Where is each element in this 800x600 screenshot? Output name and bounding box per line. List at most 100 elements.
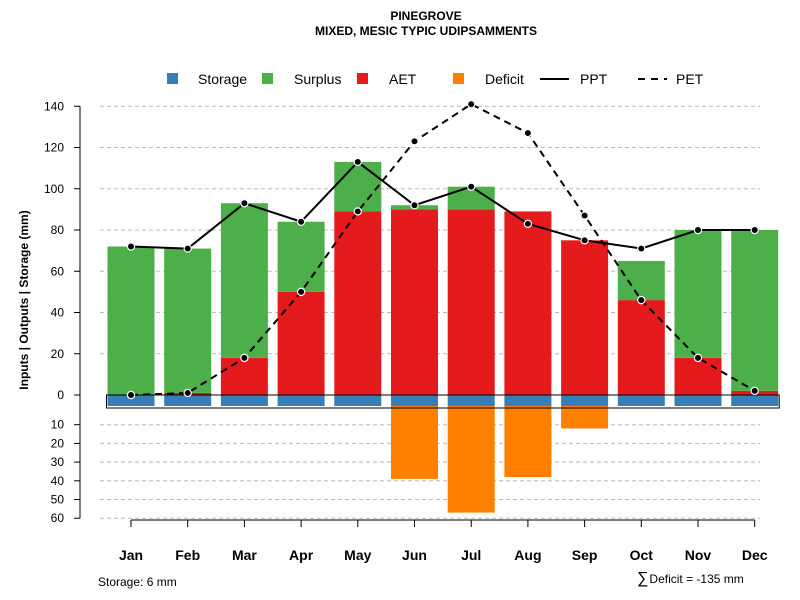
deficit-bar-jun	[391, 406, 438, 479]
y-tick-label-upper-60: 60	[51, 264, 65, 278]
x-tick-label-jun: Jun	[402, 547, 427, 563]
aet-bar-may	[334, 211, 382, 395]
x-tick-label-oct: Oct	[630, 547, 654, 563]
pet-point-feb	[183, 388, 192, 398]
deficit-text: Deficit = -135 mm	[649, 572, 744, 586]
pet-point-may	[353, 207, 362, 216]
y-axis-label: Inputs | Outputs | Storage (mm)	[17, 210, 31, 389]
y-tick-label-lower-50: 50	[51, 493, 65, 507]
pet-point-oct	[637, 295, 646, 305]
x-tick-label-jul: Jul	[461, 547, 481, 563]
y-tick-label-lower-10: 10	[51, 418, 65, 432]
y-tick-label-lower-60: 60	[51, 511, 65, 525]
pet-point-dec	[750, 386, 759, 396]
ppt-point-jan	[126, 242, 136, 251]
storage-bar-jul	[447, 395, 495, 406]
aet-bar-nov	[674, 357, 722, 395]
pet-point-mar	[240, 353, 249, 363]
storage-bar-oct	[617, 395, 665, 406]
legend-swatch-storage	[167, 73, 178, 84]
y-tick-label-lower-20: 20	[51, 436, 65, 450]
deficit-bar-aug	[504, 406, 552, 478]
surplus-bar-dec	[731, 230, 779, 391]
sigma-symbol: ∑	[637, 570, 649, 587]
storage-bar-aug	[504, 395, 552, 406]
surplus-bar-nov	[674, 230, 722, 358]
ppt-point-mar	[240, 198, 249, 208]
y-tick-label-upper-140: 140	[44, 99, 64, 113]
aet-bar-mar	[220, 357, 268, 395]
surplus-bar-mar	[220, 203, 268, 358]
x-tick-label-jan: Jan	[119, 547, 143, 563]
deficit-bar-sep	[561, 406, 609, 429]
ppt-point-nov	[693, 225, 703, 235]
ppt-point-oct	[637, 244, 646, 253]
y-tick-label-upper-40: 40	[51, 306, 65, 320]
ppt-point-may	[353, 157, 362, 167]
ppt-point-apr	[296, 217, 306, 226]
storage-bar-apr	[277, 395, 325, 406]
y-tick-label-lower-30: 30	[51, 455, 65, 469]
storage-bar-dec	[731, 395, 779, 406]
pet-point-jul	[467, 99, 476, 109]
storage-bar-mar	[220, 395, 268, 406]
x-tick-label-apr: Apr	[289, 547, 314, 563]
surplus-bar-jul	[447, 186, 495, 210]
legend-label-aet: AET	[389, 71, 417, 87]
pet-line	[130, 103, 756, 396]
x-tick-label-mar: Mar	[232, 547, 257, 563]
chart-subtitle: MIXED, MESIC TYPIC UDIPSAMMENTS	[314, 24, 538, 38]
y-tick-label-upper-120: 120	[44, 141, 64, 155]
aet-bar-sep	[561, 240, 609, 395]
y-tick-label-upper-80: 80	[51, 223, 65, 237]
pet-point-apr	[296, 287, 306, 297]
surplus-bar-may	[334, 161, 382, 212]
ppt-point-aug	[523, 219, 533, 229]
legend-label-surplus: Surplus	[294, 71, 341, 87]
deficit-footnote: ∑Deficit = -135 mm	[637, 570, 744, 588]
x-tick-label-may: May	[344, 547, 371, 563]
legend-label-pet: PET	[676, 71, 704, 87]
aet-bar-jul	[447, 209, 495, 395]
storage-bar-sep	[561, 395, 609, 406]
surplus-bar-feb	[164, 248, 212, 393]
aet-bar-apr	[277, 291, 325, 395]
pet-point-jun	[410, 137, 419, 146]
pet-point-aug	[523, 128, 533, 138]
legend-swatch-aet	[357, 73, 368, 84]
ppt-line	[130, 160, 755, 250]
storage-bar-may	[334, 395, 382, 406]
aet-bar-aug	[504, 211, 552, 395]
chart-title: PINEGROVE	[390, 9, 462, 23]
ppt-point-dec	[750, 225, 759, 235]
deficit-bar-jul	[447, 406, 495, 513]
legend-label-deficit: Deficit	[485, 71, 524, 87]
lines	[126, 99, 759, 400]
surplus-bar-oct	[617, 260, 665, 301]
y-tick-label-lower-40: 40	[51, 474, 65, 488]
legend-label-storage: Storage	[198, 71, 247, 87]
x-tick-label-sep: Sep	[572, 547, 598, 563]
x-tick-label-aug: Aug	[514, 547, 541, 563]
x-tick-label-feb: Feb	[175, 547, 200, 563]
ppt-point-sep	[580, 236, 589, 245]
storage-bar-jun	[391, 395, 438, 406]
legend-swatch-deficit	[453, 73, 464, 84]
storage-bar-feb	[164, 395, 212, 406]
storage-box	[106, 394, 780, 409]
ppt-point-jun	[410, 201, 419, 210]
y-tick-label-upper-100: 100	[44, 182, 64, 196]
surplus-bar-jan	[107, 246, 155, 395]
bars	[107, 161, 779, 513]
aet-bar-oct	[617, 300, 665, 395]
pet-point-jan	[126, 390, 136, 400]
legend-label-ppt: PPT	[580, 71, 608, 87]
y-tick-label-upper-0: 0	[57, 388, 64, 402]
axes: 0 20 40 60 80 100 120 140 10 20 30 40 50 60 Jan Feb Mar A…	[44, 99, 780, 563]
storage-footnote: Storage: 6 mm	[98, 575, 177, 589]
x-tick-label-dec: Dec	[742, 547, 768, 563]
storage-bar-jan	[107, 395, 155, 406]
storage-bar-nov	[674, 395, 722, 406]
aet-bar-jun	[391, 209, 438, 395]
x-tick-label-nov: Nov	[685, 547, 712, 563]
